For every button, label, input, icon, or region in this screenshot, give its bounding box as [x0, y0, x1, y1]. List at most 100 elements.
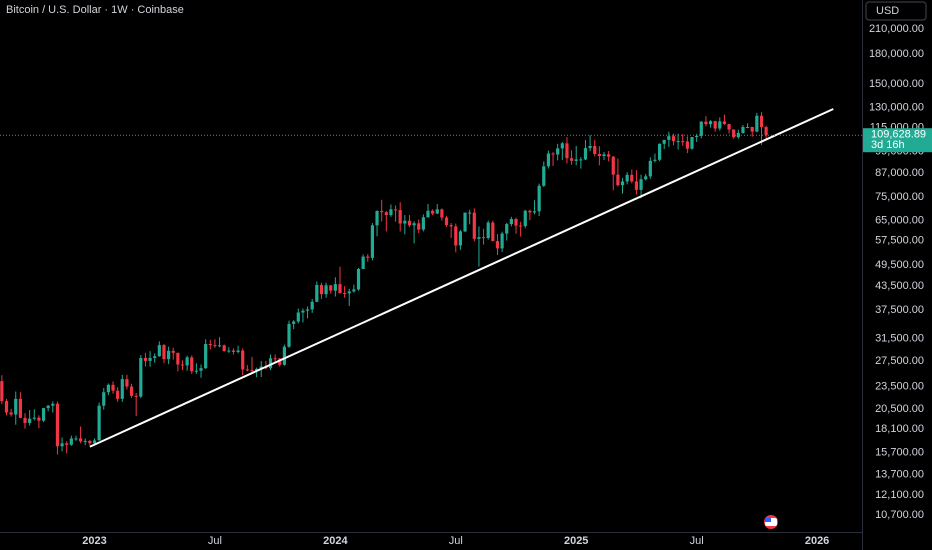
- candle-body: [273, 358, 277, 360]
- candle-body: [134, 395, 138, 397]
- candle-body: [384, 212, 388, 216]
- candle-body: [296, 312, 300, 322]
- candle-body: [88, 440, 92, 444]
- candle-body: [704, 121, 708, 125]
- candle-body: [139, 357, 143, 397]
- last-price-box: [863, 128, 932, 153]
- y-tick-label: 15,700.00: [875, 446, 924, 458]
- trendline: [89, 108, 834, 448]
- candle-body: [463, 212, 467, 232]
- candle-body: [333, 284, 337, 291]
- candle-body: [722, 121, 727, 125]
- candle-body: [97, 405, 101, 441]
- y-tick-label: 87,000.00: [875, 167, 924, 179]
- candle-body: [565, 143, 569, 159]
- candle-body: [481, 237, 486, 239]
- axes: 210,000.00 180,000.00 150,000.00 130,000.00…: [82, 23, 932, 547]
- candle-body: [718, 121, 722, 129]
- candle-body: [477, 237, 481, 239]
- candle-body: [356, 268, 361, 290]
- candle-body: [102, 392, 106, 406]
- candle-body: [162, 345, 166, 360]
- candle-body: [83, 440, 87, 442]
- candle-body: [176, 352, 180, 365]
- candle-body: [542, 166, 546, 186]
- y-tick-label: 37,500.00: [875, 304, 924, 316]
- candle-body: [435, 209, 439, 214]
- countdown-label: 3d 16h: [871, 139, 905, 151]
- candle-body: [324, 285, 328, 295]
- candle-body: [190, 357, 194, 372]
- candle-body: [468, 212, 472, 214]
- candle-body: [393, 209, 398, 211]
- chart-title: Bitcoin / U.S. Dollar · 1W · Coinbase: [6, 4, 184, 16]
- candle-body: [713, 121, 717, 129]
- candle-body: [398, 210, 402, 224]
- candle-body: [421, 217, 425, 230]
- candle-body: [519, 225, 523, 227]
- candle-body: [505, 224, 509, 234]
- candle-body: [444, 217, 449, 226]
- x-tick-label: 2025: [564, 535, 588, 547]
- candle-body: [745, 126, 750, 128]
- candle-body: [32, 417, 36, 419]
- candle-body: [18, 398, 22, 418]
- candle-body: [560, 143, 564, 149]
- candle-body: [41, 408, 46, 421]
- candle-body: [648, 160, 652, 177]
- currency-button[interactable]: [865, 1, 927, 21]
- candle-body: [389, 209, 393, 216]
- y-tick-label: 57,500.00: [875, 234, 924, 246]
- candle-body: [204, 344, 208, 369]
- candle-body: [620, 181, 625, 186]
- candle-body: [106, 384, 110, 393]
- candle-body: [287, 323, 291, 347]
- y-tick-label: 130,000.00: [869, 101, 924, 113]
- y-tick-label: 27,500.00: [875, 355, 924, 367]
- candle-body: [9, 412, 13, 415]
- candle-body: [625, 174, 629, 182]
- candle-body: [315, 284, 319, 302]
- candle-body: [282, 346, 286, 365]
- candle-body: [708, 121, 713, 125]
- candle-body: [69, 438, 73, 445]
- currency-label[interactable]: USD: [876, 5, 899, 17]
- candle-body: [111, 384, 115, 391]
- candle-body: [486, 222, 490, 238]
- candle-body: [755, 115, 759, 132]
- candle-body: [681, 141, 685, 143]
- candle-body: [28, 418, 32, 423]
- candle-body: [695, 135, 699, 138]
- y-tick-label: 43,500.00: [875, 280, 924, 292]
- candle-body: [305, 309, 310, 311]
- candle-body: [217, 345, 222, 347]
- candle-body: [556, 148, 560, 155]
- candle-body: [500, 233, 504, 249]
- candle-body: [78, 438, 83, 442]
- candle-body: [380, 211, 384, 213]
- candle-body: [403, 220, 407, 224]
- candle-body: [537, 185, 541, 212]
- candle-body: [361, 256, 365, 269]
- y-tick-label: 10,700.00: [875, 509, 924, 521]
- candle-body: [194, 370, 198, 372]
- y-tick-label: 210,000.00: [869, 23, 924, 35]
- candle-body: [616, 174, 620, 186]
- candle-body: [167, 350, 171, 360]
- candle-body: [574, 159, 578, 161]
- candle-body: [255, 368, 259, 372]
- y-tick-label: 49,500.00: [875, 259, 924, 271]
- candle-body: [417, 223, 421, 230]
- candle-body: [55, 403, 60, 447]
- y-tick-label: 20,500.00: [875, 403, 924, 415]
- candle-body: [14, 398, 18, 415]
- candle-body: [236, 350, 240, 352]
- candle-body: [472, 212, 476, 239]
- candle-body: [431, 210, 435, 214]
- candle-body: [741, 126, 745, 134]
- x-tick-label: Jul: [449, 535, 463, 547]
- candle-body: [171, 350, 175, 353]
- candle-body: [509, 219, 513, 225]
- candle-body: [579, 159, 583, 161]
